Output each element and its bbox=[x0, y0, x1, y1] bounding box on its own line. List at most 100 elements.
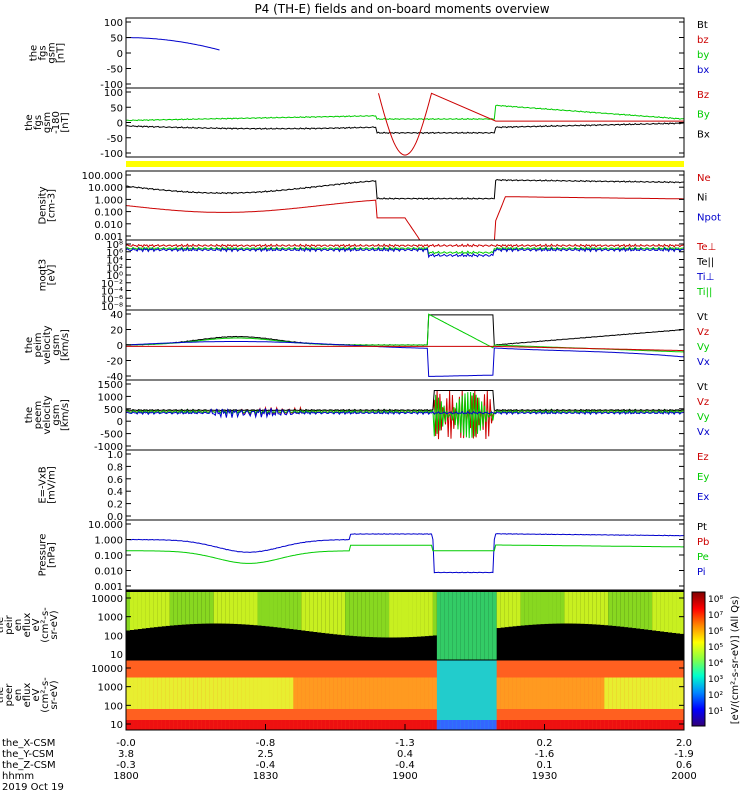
x-tick-label: -0.3 bbox=[116, 760, 136, 771]
y-tick-label: 0.8 bbox=[107, 462, 123, 473]
y-axis-label: thefgsgsm[nT] bbox=[29, 42, 67, 63]
x-tick-label: 1900 bbox=[392, 771, 417, 782]
y-tick-label: -100 bbox=[100, 80, 123, 91]
x-row-label: the_Y-CSM bbox=[2, 749, 54, 760]
panel-frame bbox=[125, 449, 685, 521]
legend-entry: Ti|| bbox=[696, 287, 712, 298]
legend-entry: By bbox=[697, 110, 710, 121]
y-tick-label: 50 bbox=[110, 34, 123, 45]
legend-entry: Ti⊥ bbox=[696, 272, 714, 283]
legend-entry: Bx bbox=[697, 129, 710, 140]
y-tick-label: 10 bbox=[110, 650, 123, 661]
legend-entry: Ey bbox=[697, 472, 709, 483]
x-tick-label: -0.4 bbox=[395, 760, 415, 771]
y-tick-label: 0.4 bbox=[107, 487, 123, 498]
colorbar-tick-label: 10³ bbox=[708, 675, 723, 685]
y-tick-label: 0.010 bbox=[94, 567, 123, 578]
legend-entry: by bbox=[697, 50, 709, 61]
y-tick-label: 500 bbox=[104, 405, 123, 416]
spectrograms bbox=[126, 161, 684, 730]
vy-line bbox=[126, 391, 684, 439]
ne-line bbox=[126, 196, 684, 240]
colorbar-label: [eV/(cm²-s-sr-eV)] (All Qs) bbox=[730, 596, 741, 725]
legend-entry: Ex bbox=[697, 492, 709, 503]
legend-entry: Bz bbox=[697, 90, 709, 101]
y-tick-label: 10⁻² bbox=[101, 279, 123, 290]
panel-4-plot bbox=[126, 243, 684, 259]
legend-entry: Vx bbox=[697, 427, 710, 438]
panel-frame bbox=[125, 379, 685, 451]
x-tick-label: 2000 bbox=[671, 771, 696, 782]
y-tick-label: -100 bbox=[100, 149, 123, 160]
legend-entry: Vx bbox=[697, 357, 710, 368]
x-tick-label: 0.2 bbox=[537, 738, 553, 749]
legend-entry: bz bbox=[697, 35, 709, 46]
x-tick-label: 0.6 bbox=[676, 760, 692, 771]
y-tick-label: 10⁻⁸ bbox=[101, 302, 123, 313]
colorbar-tick-label: 10⁶ bbox=[708, 627, 723, 637]
y-tick-label: -20 bbox=[107, 357, 123, 368]
legend-entry: Vz bbox=[697, 397, 709, 408]
y-axis-label: moqt3[eV] bbox=[38, 259, 58, 292]
panel-1-plot bbox=[126, 37, 220, 51]
legend-entry: Vt bbox=[697, 382, 708, 393]
y-axis-label: thepeimvelocitygsm[km/s] bbox=[24, 325, 71, 364]
y-tick-label: 1.000 bbox=[94, 536, 123, 547]
colorbar-tick-label: 10⁷ bbox=[708, 611, 723, 621]
y-tick-label: 100 bbox=[104, 88, 123, 99]
y-tick-label: 10⁸ bbox=[106, 240, 123, 251]
colorbar-scale bbox=[691, 591, 706, 727]
legend-entry: Pi bbox=[697, 567, 706, 578]
y-tick-label: -1000 bbox=[94, 442, 123, 453]
y-tick-label: -40 bbox=[107, 372, 123, 383]
panel-2-plot bbox=[126, 92, 684, 156]
y-tick-label: 100 bbox=[104, 631, 123, 642]
y-tick-label: 10⁻⁴ bbox=[101, 287, 123, 298]
vz-line bbox=[126, 390, 684, 440]
colorbar-tick-label: 10² bbox=[708, 691, 723, 701]
legend-entry: Ni bbox=[697, 193, 707, 204]
y-tick-label: 10⁴ bbox=[106, 256, 123, 267]
x-row-label: the_Z-CSM bbox=[2, 760, 56, 771]
panel-5-plot bbox=[126, 313, 684, 378]
colorbar-tick-label: 10⁸ bbox=[708, 595, 723, 605]
colorbar-tick-label: 10⁵ bbox=[708, 643, 723, 653]
y-tick-label: -50 bbox=[107, 65, 123, 76]
y-tick-label: -500 bbox=[100, 430, 123, 441]
colorbar-tick-label: 10⁴ bbox=[708, 659, 723, 669]
legend-entry: Vy bbox=[697, 412, 710, 423]
y-tick-label: 0.6 bbox=[107, 475, 123, 486]
bx-line bbox=[126, 37, 220, 51]
y-axis-label: thepeirenefluxeV(cm²-s-sr-eV) bbox=[0, 607, 60, 643]
y-tick-label: 10.000 bbox=[88, 520, 123, 531]
y-tick-label: 100.000 bbox=[82, 171, 123, 182]
y-tick-label: 0.100 bbox=[94, 551, 123, 562]
legend-entry: Vt bbox=[697, 312, 708, 323]
vt-line bbox=[126, 390, 684, 412]
y-tick-label: 10.000 bbox=[88, 183, 123, 194]
panel-frames bbox=[125, 17, 685, 731]
y-tick-label: 10⁶ bbox=[106, 248, 123, 259]
legend-entry: Pt bbox=[697, 522, 707, 533]
y-tick-label: 0 bbox=[117, 341, 123, 352]
y-tick-label: 1000 bbox=[98, 392, 123, 403]
x-tick-label: 2.0 bbox=[676, 738, 692, 749]
x-tick-label: -0.0 bbox=[116, 738, 136, 749]
data-lines bbox=[126, 37, 684, 574]
y-tick-label: 1000 bbox=[98, 683, 123, 694]
y-tick-label: 10000 bbox=[91, 664, 123, 675]
x-tick-label: 2.5 bbox=[258, 749, 274, 760]
x-tick-label: 0.1 bbox=[537, 760, 553, 771]
legend-entry: Te⊥ bbox=[696, 242, 716, 253]
y-tick-label: -50 bbox=[107, 134, 123, 145]
y-tick-label: 1500 bbox=[98, 380, 123, 391]
colorbar: 10⁸ 10⁷ 10⁶ 10⁵ 10⁴ 10³ 10² 10¹ [eV/(cm²-s-sr-eV… bbox=[691, 591, 741, 727]
y-tick-label: 40 bbox=[110, 310, 123, 321]
y-tick-label: 0 bbox=[117, 417, 123, 428]
y-tick-label: 100 bbox=[104, 18, 123, 29]
panel-frame bbox=[125, 87, 685, 158]
flag-strip bbox=[126, 161, 684, 167]
x-row-label: the_X-CSM bbox=[2, 738, 55, 749]
y-tick-label: 10⁻⁶ bbox=[101, 294, 123, 305]
y-tick-label: 0 bbox=[117, 49, 123, 60]
